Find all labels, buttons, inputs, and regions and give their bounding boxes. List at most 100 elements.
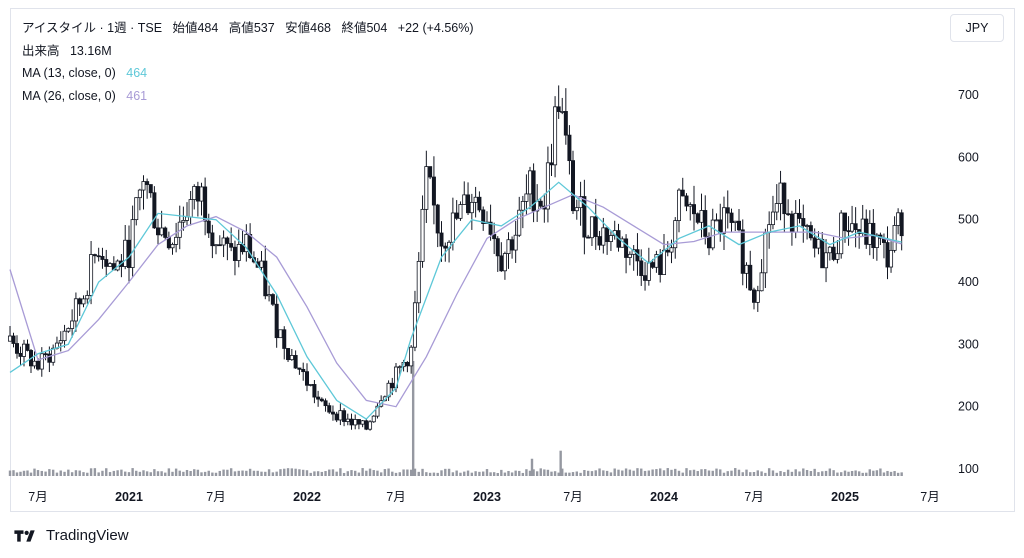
candle-body [669,247,674,253]
tradingview-brand[interactable]: TradingView [14,527,129,544]
candle-body [267,294,272,297]
volume-bar [579,472,582,476]
volume-bar [409,469,413,476]
volume-bar [857,471,861,476]
volume-bar [647,470,651,476]
volume-bar [298,469,301,476]
volume-bar [361,468,364,476]
volume-bar [15,472,19,476]
candle-body [748,264,753,291]
volume-bar [889,471,893,476]
candle-body [677,189,682,221]
volume-bar [82,472,85,476]
candle-body [627,253,632,258]
candle-body [510,239,515,251]
volume-bar [496,472,499,476]
low-value: 468 [310,21,331,35]
volume-bar [875,470,879,476]
candle-body [601,227,606,246]
candle-body [155,227,160,236]
candle-body [710,219,715,249]
volume-bar [605,470,609,476]
volume-bar [525,469,528,476]
volume-value: 13.16M [69,43,112,58]
candle-body [549,162,554,166]
volume-bar [809,471,813,476]
volume-bar [847,471,850,476]
candle-body [390,382,395,389]
candle-body [21,343,26,357]
volume-bar [436,472,439,476]
volume-bar [376,470,379,476]
volume-bar [836,472,839,476]
candle-body [195,186,200,202]
volume-bar [470,472,474,476]
volume-bar [309,472,312,476]
volume-bar [632,470,635,476]
candle-body [850,223,855,232]
candle-body [397,366,402,369]
candle-body [108,263,113,267]
x-tick-label: 2025 [831,490,859,504]
candle-body [789,213,794,233]
volume-bar [40,470,43,476]
candle-body [707,235,712,249]
volume-bar [200,472,203,476]
candle-body [714,219,719,222]
candle-body [718,219,723,234]
candle-body [658,254,663,275]
candle-body [722,207,727,234]
candle-body [7,335,12,342]
volume-bar [167,468,171,476]
chart-frame[interactable] [10,8,1015,512]
candle-body [312,384,317,398]
candle-body [586,236,591,239]
volume-bar [108,472,112,476]
volume-bar [398,472,401,476]
candle-body [443,245,448,249]
candle-body [662,249,667,275]
candle-body [793,212,798,233]
volume-bar [843,470,847,476]
candle-body [424,166,429,210]
volume-bar [594,470,597,476]
currency-button[interactable]: JPY [950,14,1004,42]
candle-body [282,329,287,349]
candle-body [259,260,264,268]
candle-body [458,204,463,219]
x-tick-label: 2021 [115,490,143,504]
volume-bar [704,469,707,476]
volume-bar [749,472,752,476]
x-tick-label: 7月 [206,490,225,504]
volume-bar [105,468,108,476]
volume-bar [868,469,871,476]
candle-body [860,218,865,234]
candle-body [289,355,294,361]
candle-body [752,289,757,303]
candle-body [563,111,568,136]
candle-body [499,255,504,272]
candle-body [159,227,164,236]
candle-body [236,244,241,261]
volume-bar [432,472,436,476]
candle-body [889,249,894,268]
candle-body [43,353,48,356]
volume-bar [767,468,771,476]
volume-bar [510,472,514,476]
candle-body [517,209,522,236]
ma26-line [9,193,902,408]
volume-bar [500,469,503,476]
candle-body [319,398,324,402]
volume-bar [93,468,97,476]
candle-body [217,244,222,247]
volume-bar [771,470,775,476]
volume-bar [67,469,70,476]
candle-body [885,242,890,268]
candle-body [567,134,572,162]
volume-bar [854,470,857,476]
candle-body [127,239,132,268]
volume-bar [70,472,74,476]
open-label: 始値 [172,21,198,35]
volume-bar [440,470,443,476]
